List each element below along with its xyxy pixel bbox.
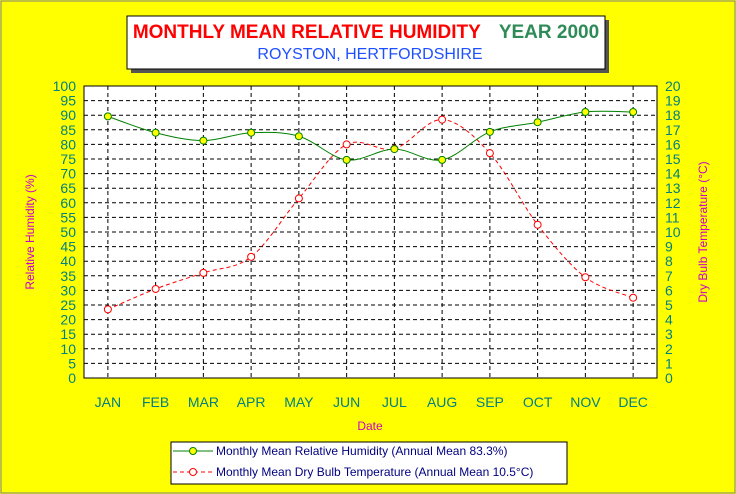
y-tick-label-right: 2 — [665, 341, 673, 357]
y-tick-label-right: 8 — [665, 253, 673, 269]
y-tick-label-right: 3 — [665, 326, 673, 342]
y-tick-label-left: 75 — [60, 151, 76, 167]
y-tick-label-left: 65 — [60, 180, 76, 196]
data-point-humidity — [199, 136, 208, 145]
series — [103, 107, 638, 314]
data-point-temperature — [342, 140, 351, 149]
chart-subtitle: ROYSTON, HERTFORDSHIRE — [257, 46, 482, 63]
x-tick-label: SEP — [476, 394, 504, 410]
x-tick-label: JUN — [333, 394, 360, 410]
data-point-temperature — [438, 115, 447, 124]
chart-title: MONTHLY MEAN RELATIVE HUMIDITY — [133, 22, 481, 43]
x-tick-label: MAY — [284, 394, 314, 410]
legend-label-humidity: Monthly Mean Relative Humidity (Annual M… — [216, 444, 507, 458]
y-tick-label-left: 90 — [60, 107, 76, 123]
chart-title-line: MONTHLY MEAN RELATIVE HUMIDITY YEAR 2000 — [133, 22, 599, 43]
y-tick-label-right: 6 — [665, 282, 673, 298]
title-box: MONTHLY MEAN RELATIVE HUMIDITY YEAR 2000 … — [126, 15, 609, 73]
x-tick-label: OCT — [523, 394, 553, 410]
legend-label-temperature: Monthly Mean Dry Bulb Temperature (Annua… — [216, 465, 533, 479]
y-tick-label-left: 20 — [60, 312, 76, 328]
data-point-temperature — [151, 284, 160, 293]
data-point-humidity — [629, 107, 638, 116]
y-tick-label-left: 35 — [60, 268, 76, 284]
y-tick-label-right: 20 — [665, 78, 681, 94]
x-tick-label: FEB — [142, 394, 169, 410]
x-tick-label: AUG — [427, 394, 457, 410]
y-tick-label-left: 70 — [60, 166, 76, 182]
y-tick-label-left: 45 — [60, 239, 76, 255]
chart-title-year: YEAR 2000 — [499, 22, 599, 43]
data-point-temperature — [629, 293, 638, 302]
y-tick-label-left: 100 — [53, 78, 77, 94]
y-tick-label-right: 9 — [665, 239, 673, 255]
legend-swatch-marker-temperature — [189, 468, 197, 476]
y-tick-label-right: 12 — [665, 195, 681, 211]
data-point-humidity — [485, 127, 494, 136]
y-axis-left-title: Relative Humidity (%) — [23, 174, 37, 289]
y-tick-label-right: 19 — [665, 93, 681, 109]
y-tick-label-right: 4 — [665, 312, 673, 328]
data-point-temperature — [103, 305, 112, 314]
data-point-humidity — [247, 128, 256, 137]
y-tick-label-right: 1 — [665, 355, 673, 371]
y-tick-label-left: 85 — [60, 122, 76, 138]
y-tick-label-left: 0 — [68, 370, 76, 386]
y-tick-label-right: 13 — [665, 180, 681, 196]
data-point-humidity — [151, 128, 160, 137]
y-tick-label-right: 14 — [665, 166, 681, 182]
data-point-temperature — [294, 194, 303, 203]
x-tick-label: MAR — [188, 394, 219, 410]
y-tick-label-right: 18 — [665, 107, 681, 123]
data-point-humidity — [103, 112, 112, 121]
y-tick-label-right: 11 — [665, 209, 680, 225]
x-tick-label: NOV — [570, 394, 601, 410]
y-tick-label-left: 50 — [60, 224, 76, 240]
y-tick-label-left: 60 — [60, 195, 76, 211]
y-tick-label-left: 40 — [60, 253, 76, 269]
legend-swatch-marker-humidity — [189, 447, 197, 455]
y-tick-label-right: 15 — [665, 151, 681, 167]
y-tick-label-left: 25 — [60, 297, 76, 313]
y-tick-label-left: 5 — [68, 355, 76, 371]
legend-box — [170, 441, 568, 485]
data-point-temperature — [247, 252, 256, 261]
legend: Monthly Mean Relative Humidity (Annual M… — [170, 441, 568, 485]
y-tick-label-right: 0 — [665, 370, 673, 386]
x-tick-label: JUL — [382, 394, 407, 410]
x-tick-label: DEC — [618, 394, 648, 410]
data-point-temperature — [485, 149, 494, 158]
y-tick-label-right: 7 — [665, 268, 673, 284]
y-tick-label-right: 10 — [665, 224, 681, 240]
data-point-humidity — [294, 132, 303, 141]
y-tick-label-right: 16 — [665, 136, 681, 152]
data-point-humidity — [342, 155, 351, 164]
data-point-temperature — [199, 268, 208, 277]
y-tick-label-left: 30 — [60, 282, 76, 298]
x-tick-label: JAN — [95, 394, 121, 410]
title-box-bg — [126, 15, 606, 70]
y-tick-label-left: 80 — [60, 136, 76, 152]
series-line-temperature — [107, 119, 634, 310]
data-point-temperature — [581, 273, 590, 282]
y-tick-label-left: 55 — [60, 209, 76, 225]
y-tick-label-left: 15 — [60, 326, 76, 342]
y-tick-label-right: 5 — [665, 297, 673, 313]
data-point-humidity — [390, 145, 399, 154]
data-point-temperature — [533, 220, 542, 229]
data-point-humidity — [533, 118, 542, 127]
x-axis-title: Date — [357, 419, 383, 433]
data-point-humidity — [581, 107, 590, 116]
y-tick-label-left: 95 — [60, 93, 76, 109]
grid — [84, 86, 657, 378]
y-tick-label-left: 10 — [60, 341, 76, 357]
x-tick-label: APR — [237, 394, 266, 410]
data-point-humidity — [438, 155, 447, 164]
y-axis-right-title: Dry Bulb Temperature (°C) — [696, 161, 710, 302]
y-tick-label-right: 17 — [665, 122, 681, 138]
